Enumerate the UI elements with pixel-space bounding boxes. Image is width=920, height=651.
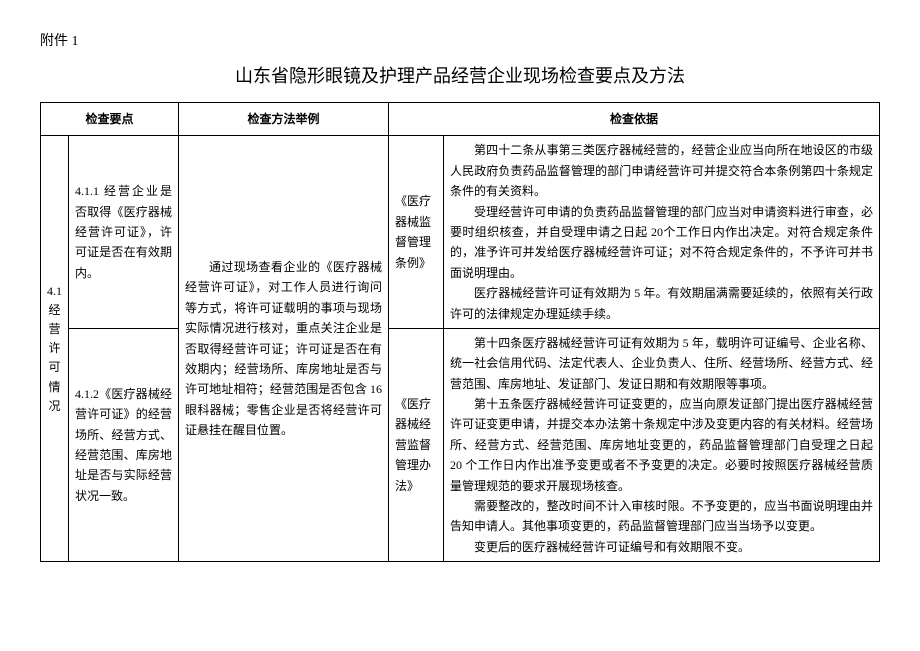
- basis-paragraph: 受理经营许可申请的负责药品监督管理的部门应当对申请资料进行审查，必要时组织核查，…: [450, 202, 873, 284]
- basis-paragraph: 第十五条医疗器械经营许可证变更的，应当向原发证部门提出医疗器械经营许可证变更申请…: [450, 394, 873, 496]
- section-id: 4.1: [43, 282, 66, 301]
- section-cell: 4.1 经 营许 可情况: [41, 136, 69, 562]
- basis-paragraph: 医疗器械经营许可证有效期为 5 年。有效期届满需要延续的，依照有关行政许可的法律…: [450, 283, 873, 324]
- table-header-row: 检查要点 检查方法举例 检查依据: [41, 103, 880, 136]
- inspection-table: 检查要点 检查方法举例 检查依据 4.1 经 营许 可情况 4.1.1 经营企业…: [40, 102, 880, 562]
- basis-name-cell: 《医疗器械经营监督管理办法》: [389, 328, 444, 561]
- method-cell: 通过现场查看企业的《医疗器械经营许可证》，对工作人员进行询问等方式，将许可证载明…: [179, 136, 389, 562]
- basis-paragraph: 变更后的医疗器械经营许可证编号和有效期限不变。: [450, 537, 873, 557]
- basis-paragraph: 第四十二条从事第三类医疗器械经营的，经营企业应当向所在地设区的市级人民政府负责药…: [450, 140, 873, 201]
- point-cell: 4.1.2《医疗器械经营许可证》的经营场所、经营方式、经营范围、库房地址是否与实…: [69, 328, 179, 561]
- method-text: 通过现场查看企业的《医疗器械经营许可证》，对工作人员进行询问等方式，将许可证载明…: [185, 257, 382, 441]
- basis-text-cell: 第十四条医疗器械经营许可证有效期为 5 年，载明许可证编号、企业名称、统一社会信…: [444, 328, 880, 561]
- header-points: 检查要点: [41, 103, 179, 136]
- point-cell: 4.1.1 经营企业是否取得《医疗器械经营许可证》，许可证是否在有效期内。: [69, 136, 179, 329]
- basis-paragraph: 需要整改的，整改时间不计入审核时限。不予变更的，应当书面说明理由并告知申请人。其…: [450, 496, 873, 537]
- main-title: 山东省隐形眼镜及护理产品经营企业现场检查要点及方法: [40, 62, 880, 88]
- header-basis: 检查依据: [389, 103, 880, 136]
- table-row: 4.1 经 营许 可情况 4.1.1 经营企业是否取得《医疗器械经营许可证》，许…: [41, 136, 880, 329]
- table-row: 4.1.2《医疗器械经营许可证》的经营场所、经营方式、经营范围、库房地址是否与实…: [41, 328, 880, 561]
- section-name: 经 营许 可情况: [43, 301, 66, 416]
- basis-text-cell: 第四十二条从事第三类医疗器械经营的，经营企业应当向所在地设区的市级人民政府负责药…: [444, 136, 880, 329]
- attachment-label: 附件 1: [40, 30, 880, 50]
- basis-paragraph: 第十四条医疗器械经营许可证有效期为 5 年，载明许可证编号、企业名称、统一社会信…: [450, 333, 873, 394]
- basis-name-cell: 《医疗器械监督管理条例》: [389, 136, 444, 329]
- header-method: 检查方法举例: [179, 103, 389, 136]
